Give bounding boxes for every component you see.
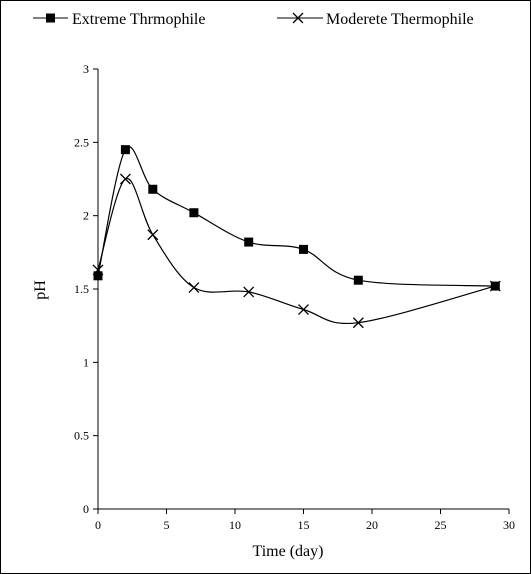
y-tick-label: 2.5 [74, 135, 89, 149]
y-tick-label: 0.5 [74, 429, 89, 443]
data-point-x [489, 280, 501, 292]
series-line-moderate [97, 178, 496, 325]
legend-label-moderate: Moderete Thermophile [326, 11, 474, 28]
data-point-x [119, 173, 131, 185]
x-tick-label: 25 [435, 518, 447, 532]
data-point-x [298, 304, 309, 315]
series-line-extreme [97, 146, 496, 287]
x-tick-label: 15 [298, 518, 310, 532]
data-point-square [120, 145, 130, 155]
legend-marker-square-icon [46, 13, 55, 23]
y-tick-label: 1.5 [74, 282, 89, 296]
x-tick-label: 0 [95, 518, 101, 532]
axes: 00.511.522.530 5 10 15 20 25 30 [74, 62, 515, 532]
legend: Extreme Thrmophile Moderete Thermophile [33, 11, 474, 28]
data-point-x [92, 264, 104, 276]
data-point-x [243, 286, 255, 298]
legend-label-extreme: Extreme Thrmophile [72, 11, 205, 28]
data-point-square [148, 184, 158, 194]
legend-marker-x-icon [292, 12, 304, 24]
data-point-x [147, 229, 159, 241]
y-axis-label: pH [32, 280, 49, 300]
plot-area [92, 145, 501, 329]
x-tick-label: 5 [164, 518, 170, 532]
data-point-square [189, 208, 199, 218]
x-axis-label: Time (day) [253, 543, 324, 560]
data-point-square [244, 237, 254, 247]
data-point-x [352, 317, 364, 329]
x-tick-label: 20 [366, 518, 378, 532]
data-point-square [93, 271, 103, 281]
y-tick-label: 3 [83, 62, 89, 76]
y-tick-label: 1 [83, 355, 89, 369]
data-point-square [353, 275, 363, 285]
data-point-square [299, 244, 308, 254]
x-tick-label: 10 [229, 518, 241, 532]
y-tick-label: 2 [83, 209, 89, 223]
x-tick-label: 30 [503, 518, 515, 532]
data-point-x [188, 282, 200, 293]
y-tick-label: 0 [83, 502, 89, 516]
